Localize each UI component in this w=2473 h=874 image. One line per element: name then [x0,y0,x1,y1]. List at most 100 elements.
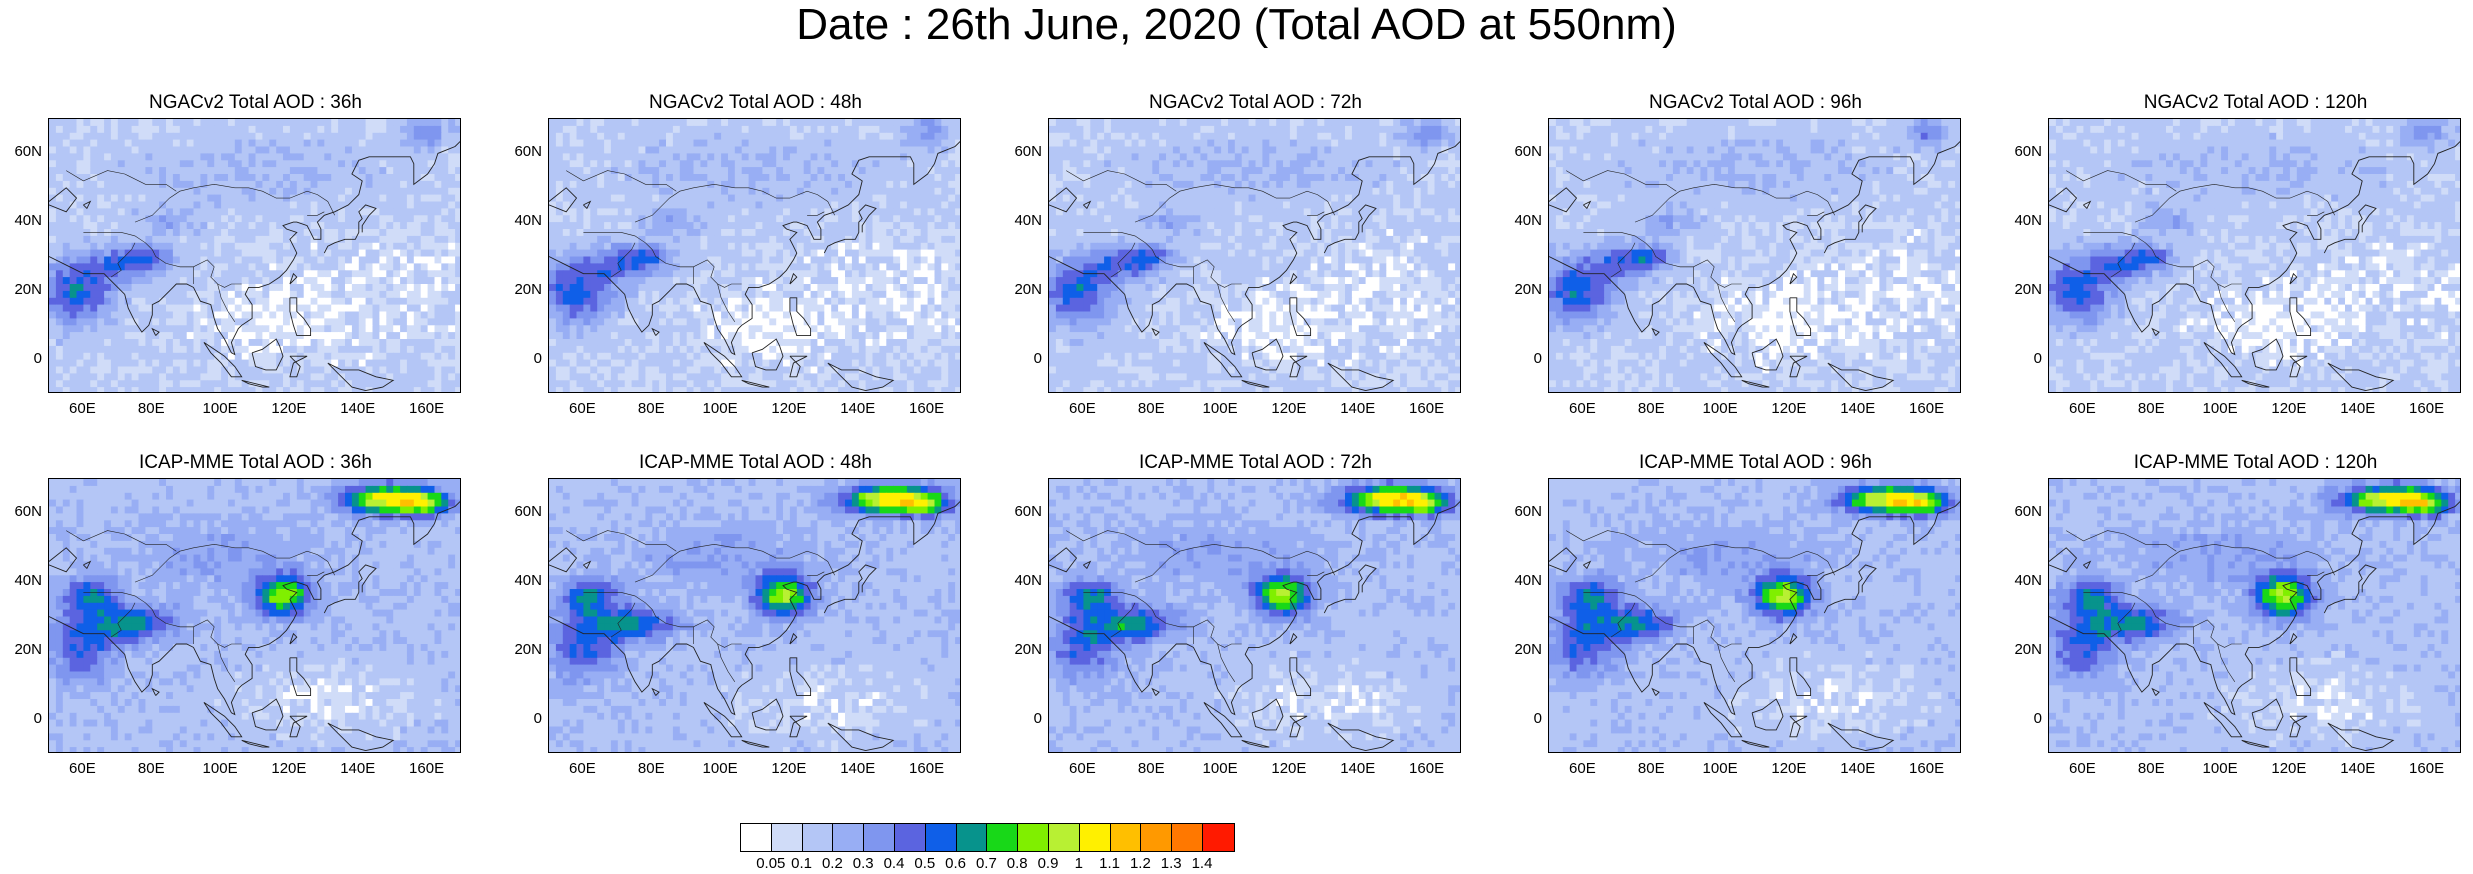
aod-cell [62,208,71,216]
aod-cell [549,387,557,392]
aod-cell [262,194,270,203]
aod-cell [97,222,105,230]
aod-cell [741,174,750,182]
aod-cell [865,139,874,148]
aod-cell [331,222,339,230]
aod-cell [317,373,325,381]
aod-cell [83,352,91,361]
aod-cell [262,146,270,154]
aod-cell [824,215,832,223]
aod-cell [434,119,442,127]
aod-cell [241,249,250,258]
aod-cell [448,139,456,148]
aod-cell [555,201,564,209]
aod-cell [1186,119,1195,127]
aod-cell [845,297,853,306]
aod-cell [345,208,353,216]
aod-cell [576,167,584,175]
aod-cell [289,235,298,244]
aod-cell [817,325,825,333]
aod-cell [324,229,332,237]
aod-cell [420,160,429,168]
aod-cell [296,284,305,292]
aod-cell [934,318,942,326]
aod-cell [90,380,98,388]
aod-cell [555,373,564,381]
aod-cell [345,339,353,347]
aod-cell [769,174,777,182]
aod-cell [879,277,887,285]
aod-cell [186,153,195,161]
aod-cell [955,132,960,141]
aod-cell [345,194,353,203]
aod-cell [427,345,436,354]
aod-cell [624,222,633,230]
aod-cell [659,290,667,299]
aod-cell [193,318,201,326]
aod-cell [789,311,798,319]
aod-cell [276,215,284,223]
aod-cell [331,229,339,237]
aod-cell [351,373,360,381]
aod-cell [872,160,880,168]
aod-cell [269,380,277,388]
aod-cell [831,132,839,141]
aod-cell [796,194,805,203]
aod-cell [434,352,442,361]
aod-cell [824,125,832,134]
aod-cell [393,270,401,278]
aod-cell [858,339,867,347]
aod-cell [721,325,729,333]
aod-cell [386,332,394,340]
aod-cell [700,277,708,285]
aod-cell [872,174,880,182]
aod-cell [906,180,915,189]
aod-cell [886,160,894,168]
aod-cell [748,229,757,237]
aod-cell [597,304,605,313]
aod-cell [338,270,346,278]
aod-cell [406,187,415,196]
aod-cell [803,318,812,326]
aod-cell [124,229,133,237]
aod-cell [76,373,84,381]
aod-cell [186,180,195,189]
aod-cell [441,373,449,381]
aod-cell [1172,125,1181,134]
aod-cell [179,242,188,251]
aod-cell [200,359,208,368]
aod-cell [413,153,422,161]
aod-cell [269,256,277,264]
aod-cell [562,208,571,216]
aod-cell [228,311,236,319]
aod-cell [62,180,71,189]
aod-cell [851,180,860,189]
aod-cell [851,263,860,271]
aod-cell [152,160,160,168]
aod-cell [97,332,105,340]
aod-cell [97,146,105,154]
aod-cell [289,125,298,134]
aod-cell [365,201,374,209]
aod-cell [590,235,598,244]
aod-cell [207,146,215,154]
aod-cell [803,366,812,374]
aod-cell [441,174,449,182]
aod-cell [172,222,181,230]
aod-cell [234,215,243,223]
aod-cell [817,304,825,313]
aod-cell [638,235,646,244]
aod-cell [769,119,777,127]
aod-cell [420,352,429,361]
aod-cell [721,153,729,161]
aod-cell [276,125,284,134]
aod-cell [262,318,270,326]
aod-cell [138,325,146,333]
aod-cell [145,290,153,299]
aod-cell [955,235,960,244]
aod-cell [851,167,860,175]
aod-cell [448,332,456,340]
aod-cell [562,311,571,319]
aod-cell [276,256,284,264]
aod-cell [358,284,367,292]
